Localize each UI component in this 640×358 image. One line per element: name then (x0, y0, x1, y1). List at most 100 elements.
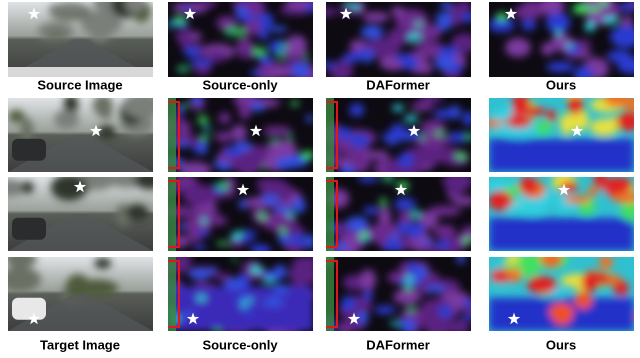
heat-blob (603, 177, 633, 194)
heat-blob (362, 290, 374, 301)
heat-blob (97, 125, 116, 139)
heat-blob (438, 304, 453, 319)
heat-blob (250, 265, 263, 274)
heat-blob (306, 114, 313, 123)
heat-blob (173, 17, 186, 25)
heat-blob (349, 133, 370, 148)
star-marker (27, 312, 41, 325)
star-marker (504, 7, 518, 20)
heat-blob (393, 289, 422, 305)
heat-blob (450, 319, 470, 331)
heat-blob (404, 115, 418, 123)
heat-blob (231, 231, 242, 240)
star-marker (236, 183, 250, 196)
heat-blob (448, 132, 468, 143)
heat-blob (299, 269, 313, 283)
heat-blob (279, 228, 287, 235)
highlight-box (168, 101, 180, 169)
heat-blob (217, 181, 229, 191)
heat-blob (45, 29, 68, 41)
heat-blob (357, 177, 379, 183)
heat-blob (214, 328, 221, 331)
heat-blob (362, 11, 390, 23)
heat-blob (598, 257, 614, 270)
edge-strip (326, 177, 334, 251)
highlight-box (326, 101, 338, 169)
heat-blob (291, 233, 305, 247)
heat-blob (351, 50, 372, 59)
heat-blob (374, 305, 396, 315)
road (8, 135, 153, 172)
heat-blob (620, 200, 634, 222)
heat-blob (8, 257, 37, 269)
heat-blob (390, 6, 405, 16)
heat-blob (433, 224, 457, 238)
heat-blob (54, 110, 80, 130)
heat-blob (418, 134, 426, 140)
heat-blob (425, 285, 447, 293)
heat-blob (360, 25, 384, 39)
column-label: Source Image (37, 77, 122, 92)
panel (326, 257, 471, 331)
heat-blob (435, 240, 450, 250)
heat-blob (263, 278, 276, 284)
heat-blob (513, 6, 544, 19)
heat-blob (258, 55, 273, 65)
heat-blob (287, 134, 293, 141)
heat-blob (216, 16, 238, 31)
highlight-box (326, 180, 338, 248)
heat-blob (303, 54, 310, 60)
heat-blob (433, 109, 457, 119)
heat-blob (197, 230, 210, 237)
panel (168, 177, 313, 251)
heat-blob (218, 112, 231, 124)
edge-strip (326, 257, 334, 331)
heat-blob (587, 186, 599, 197)
highlight-box (326, 260, 338, 328)
heat-blob (267, 26, 288, 33)
heat-blob (611, 192, 634, 204)
heat-blob (208, 215, 228, 226)
heat-blob (410, 210, 422, 218)
heat-blob (124, 2, 146, 13)
heat-blob (380, 197, 387, 206)
heat-blob (250, 69, 262, 77)
heat-blob (20, 117, 34, 144)
heat-blob (48, 3, 90, 13)
panel (8, 257, 153, 331)
panel (8, 98, 153, 172)
heat-blob (183, 46, 201, 58)
star-marker (73, 180, 87, 193)
heat-blob (236, 5, 248, 17)
column-label: Target Image (40, 337, 120, 352)
star-marker (183, 7, 197, 20)
heat-blob (224, 278, 246, 290)
heat-blob (290, 100, 300, 106)
heat-blob (518, 177, 538, 195)
heat-blob (593, 177, 607, 189)
heat-blob (181, 103, 188, 108)
heat-blob (250, 101, 265, 112)
edge-strip (326, 98, 334, 172)
heat-blob (205, 50, 228, 63)
heatmap (326, 257, 471, 331)
heat-blob (512, 100, 524, 117)
heat-blob (572, 3, 589, 14)
heat-blob (187, 227, 203, 243)
heat-blob (249, 244, 272, 251)
heat-blob (462, 111, 471, 126)
heat-blob (273, 205, 292, 213)
heat-blob (546, 109, 557, 122)
heat-blob (365, 150, 390, 160)
heat-blob (8, 266, 42, 293)
star-marker (249, 124, 263, 137)
heat-blob (616, 111, 634, 132)
heat-blob (573, 65, 594, 77)
heat-blob (434, 55, 455, 71)
heat-blob (489, 119, 503, 128)
panel (326, 177, 471, 251)
panel (489, 177, 634, 251)
heat-blob (92, 98, 113, 117)
heat-blob (521, 19, 537, 31)
heat-blob (541, 42, 555, 56)
